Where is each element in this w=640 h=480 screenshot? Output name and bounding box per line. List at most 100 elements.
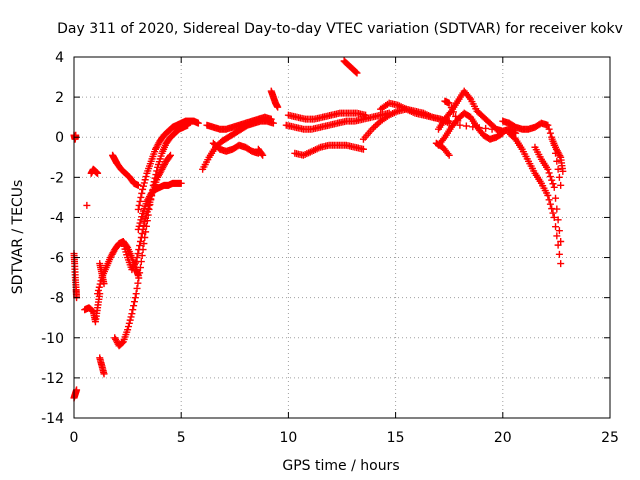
plot-frame [73, 56, 611, 419]
data-point [546, 200, 554, 208]
data-point [139, 182, 147, 190]
data-point [545, 169, 553, 177]
data-point [136, 197, 144, 205]
y-tick-label: 4 [55, 50, 64, 66]
series-arc-c [70, 386, 81, 402]
data-point [135, 222, 143, 230]
data-point [269, 119, 277, 127]
data-point [100, 370, 108, 378]
data-point [138, 252, 146, 260]
data-point [373, 120, 381, 128]
x-axis-label: GPS time / hours [282, 458, 399, 474]
series-arc-n [119, 151, 174, 274]
data-point [553, 157, 561, 165]
data-point [166, 152, 174, 160]
data-point [131, 259, 139, 267]
data-point [550, 213, 558, 221]
data-point [166, 151, 174, 159]
data-point [124, 326, 132, 334]
data-point [136, 219, 144, 227]
data-point [548, 176, 556, 184]
data-point [138, 229, 146, 237]
data-point [544, 121, 552, 129]
data-point [134, 205, 142, 213]
data-point [259, 151, 267, 159]
data-point [555, 227, 563, 235]
x-ticks: 0 5 10 15 20 25 [70, 57, 619, 446]
data-point [143, 208, 151, 216]
data-point [136, 238, 144, 246]
y-tick-label: -6 [50, 251, 64, 267]
data-point [130, 302, 138, 310]
data-point [555, 173, 563, 181]
data-point [371, 122, 379, 130]
data-point [140, 221, 148, 229]
series-arc-w [340, 57, 361, 77]
data-point [267, 115, 275, 123]
data-point [553, 205, 561, 213]
data-point [555, 250, 563, 258]
data-point [142, 211, 150, 219]
data-point [444, 150, 452, 158]
data-point [544, 165, 552, 173]
data-point [488, 125, 496, 133]
y-ticks: -14 -12 -10 -8 -6 -4 -2 0 2 4 [41, 50, 610, 427]
data-point [274, 103, 282, 111]
data-point [469, 123, 477, 131]
data-point [141, 217, 149, 225]
series-arc-m [134, 117, 202, 213]
data-point [133, 284, 141, 292]
data-point [130, 298, 138, 306]
data-point [136, 264, 144, 272]
series-arc-v [291, 141, 367, 159]
data-point [362, 111, 370, 119]
data-point [140, 179, 148, 187]
data-point [134, 250, 142, 258]
data-point [557, 238, 565, 246]
data-point [145, 201, 153, 209]
series-arc-j [96, 354, 108, 378]
data-point [127, 313, 135, 321]
data-point [549, 180, 557, 188]
data-point [134, 181, 142, 189]
data-point [553, 232, 561, 240]
data-point [557, 181, 565, 189]
data-point [137, 234, 145, 241]
data-point [138, 213, 146, 221]
series-arc-aa [434, 109, 507, 149]
data-point [353, 69, 361, 77]
series-arc-f [81, 290, 104, 326]
data-point [135, 246, 143, 254]
series-arc-ae [531, 143, 565, 246]
data-point [177, 179, 185, 187]
data-point [456, 121, 464, 129]
data-point [133, 254, 141, 262]
data-point [95, 283, 103, 291]
data-point [352, 68, 360, 76]
series-arc-y [377, 99, 453, 127]
x-tick-label: 20 [494, 430, 512, 446]
data-point [132, 258, 140, 266]
chart-title: Day 311 of 2020, Sidereal Day-to-day VTE… [57, 21, 623, 37]
data-point [142, 173, 150, 181]
series-arc-d [83, 201, 91, 209]
data-point [125, 319, 133, 327]
data-point [449, 108, 457, 116]
series-arc-u [284, 109, 370, 123]
data-point [512, 129, 520, 137]
y-tick-label: -14 [41, 411, 64, 427]
data-point [132, 290, 140, 298]
y-tick-label: -4 [50, 210, 64, 226]
data-point [498, 130, 506, 138]
data-point [100, 280, 108, 288]
data-point [447, 104, 455, 112]
data-point [135, 274, 143, 282]
data-point [465, 94, 473, 102]
series-arc-af [548, 135, 567, 175]
data-point [134, 279, 142, 287]
data-point [557, 260, 565, 268]
data-point [137, 216, 145, 224]
data-point [137, 193, 145, 201]
y-tick-label: -2 [50, 170, 64, 186]
